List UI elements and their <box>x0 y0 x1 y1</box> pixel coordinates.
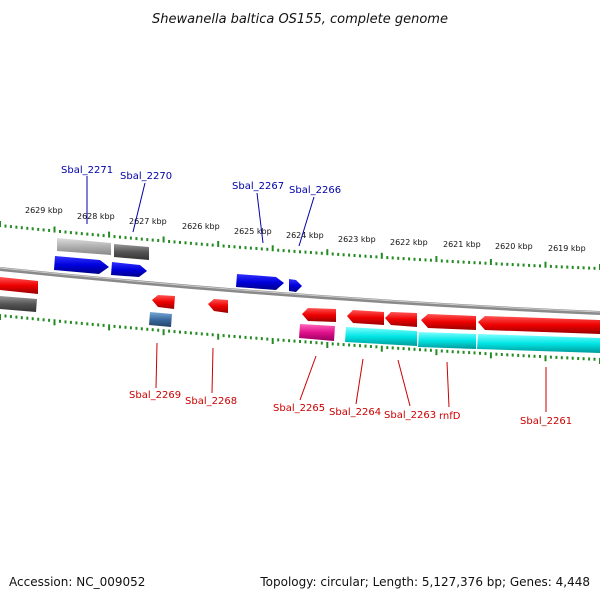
kbp-label: 2624 kbp <box>286 231 324 240</box>
genome-backbone <box>0 267 600 315</box>
kbp-label: 2627 kbp <box>129 217 167 226</box>
cog-block-magenta <box>299 324 335 341</box>
cds-track-reverse[interactable] <box>0 277 600 334</box>
cog-block-cyan <box>418 332 476 349</box>
gene-sbal-2264[interactable] <box>347 310 384 325</box>
gene-sbal-2261[interactable] <box>478 316 600 334</box>
tick-row-bottom <box>0 314 600 364</box>
cog-block-light-gray <box>57 238 111 255</box>
tick-row-top <box>0 221 600 270</box>
leader-line <box>446 361 450 408</box>
gene-sbal-2267[interactable] <box>236 274 284 290</box>
kbp-label: 2625 kbp <box>234 227 272 236</box>
gene-sbal-2269[interactable] <box>152 295 175 309</box>
leader-line <box>256 192 264 244</box>
kbp-label: 2619 kbp <box>548 244 586 253</box>
genome-summary-text: Topology: circular; Length: 5,127,376 bp… <box>259 575 590 589</box>
gene-label[interactable]: Sbal_2268 <box>185 396 237 407</box>
cog-block-dark-gray <box>114 244 149 260</box>
gene-sbal-2266[interactable] <box>289 279 302 292</box>
gene-sbal-2263[interactable] <box>385 312 417 327</box>
map-title: Shewanella baltica OS155, complete genom… <box>152 12 448 27</box>
kbp-label: 2620 kbp <box>495 242 533 251</box>
kbp-label: 2622 kbp <box>390 238 428 247</box>
cog-block-steelblue <box>149 312 172 327</box>
kbp-label: 2623 kbp <box>338 235 376 244</box>
gene-rnfd[interactable] <box>421 314 476 330</box>
gene-label[interactable]: Sbal_2264 <box>329 407 381 418</box>
gene-sbal-2270[interactable] <box>111 262 147 277</box>
leader-line <box>355 358 364 405</box>
gene-sbal-2271[interactable] <box>54 256 109 274</box>
leader-line <box>132 182 146 233</box>
accession-text: Accession: NC_009052 <box>9 575 145 589</box>
gene-label[interactable]: Sbal_2266 <box>289 185 341 196</box>
cog-track-reverse <box>0 296 600 353</box>
leader-line <box>155 342 158 389</box>
cds-track-forward[interactable] <box>54 256 302 292</box>
kbp-label: 2629 kbp <box>25 206 63 215</box>
gene-label[interactable]: Sbal_2265 <box>273 403 325 414</box>
leader-line <box>397 359 411 407</box>
kbp-label: 2628 kbp <box>77 212 115 221</box>
kbp-axis-labels: 2629 kbp 2628 kbp 2627 kbp 2626 kbp 2625… <box>25 206 586 253</box>
leader-line <box>298 196 315 247</box>
cog-block-dark-gray <box>0 296 37 312</box>
gene-labels-reverse: Sbal_2269 Sbal_2268 Sbal_2265 Sbal_2264 … <box>129 342 572 427</box>
gene-label[interactable]: Sbal_2269 <box>129 390 181 401</box>
gene-sbal-2265[interactable] <box>302 308 336 322</box>
leader-line <box>299 355 317 401</box>
gene-label[interactable]: Sbal_2270 <box>120 171 172 182</box>
kbp-label: 2626 kbp <box>182 222 220 231</box>
gene-left-edge[interactable] <box>0 277 38 294</box>
gene-label[interactable]: Sbal_2261 <box>520 416 572 427</box>
gene-labels-forward: Sbal_2271 Sbal_2270 Sbal_2267 Sbal_2266 <box>61 165 341 247</box>
genome-backbone-highlight <box>0 267 600 313</box>
kbp-label: 2621 kbp <box>443 240 481 249</box>
cog-block-cyan <box>477 334 600 353</box>
cog-block-cyan <box>345 327 417 346</box>
gene-sbal-2268[interactable] <box>208 299 228 313</box>
cog-track-forward <box>57 238 149 260</box>
gene-label[interactable]: rnfD <box>439 411 461 422</box>
gene-label[interactable]: Sbal_2263 <box>384 410 436 421</box>
leader-line <box>211 347 214 394</box>
gene-label[interactable]: Sbal_2271 <box>61 165 113 176</box>
gene-label[interactable]: Sbal_2267 <box>232 181 284 192</box>
